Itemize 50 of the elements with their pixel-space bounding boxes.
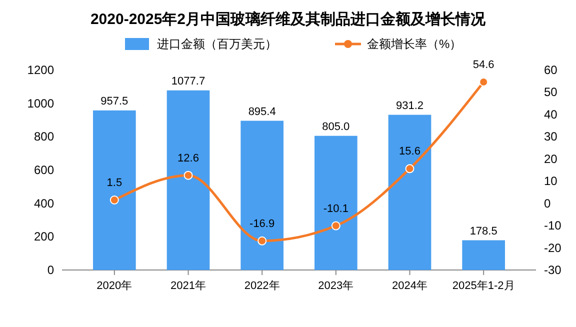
- y-tick-label: 1200: [27, 63, 54, 77]
- x-tick-label: 2020年: [96, 280, 132, 292]
- point: [258, 236, 267, 246]
- legend-label: 金额增长率（%）: [367, 37, 462, 51]
- point: [184, 170, 193, 180]
- data-label: 931.2: [396, 100, 424, 112]
- x-tick-label: 2023年: [318, 280, 354, 292]
- data-label: 1.5: [106, 177, 122, 189]
- y2-tick-label: -20: [544, 240, 562, 255]
- x-tick-label: 2024年: [392, 280, 428, 292]
- y2-tick-label: 0: [544, 196, 551, 210]
- bar: [240, 120, 284, 270]
- x-tick-label: 2022年: [244, 280, 280, 292]
- data-label: 1077.7: [171, 75, 206, 88]
- point: [405, 164, 414, 174]
- y2-tick-label: -30: [544, 263, 562, 277]
- point: [479, 78, 488, 86]
- data-label: 805.0: [322, 120, 350, 133]
- bar: [93, 110, 136, 270]
- x-tick-label: 2025年1-2月: [452, 280, 515, 292]
- data-label: -16.9: [250, 218, 275, 230]
- y2-tick-label: 20: [544, 152, 558, 166]
- data-label: 957.5: [100, 95, 128, 108]
- data-label: 12.6: [178, 152, 199, 164]
- data-label: 54.6: [472, 59, 494, 71]
- y-tick-label: 1000: [27, 96, 54, 110]
- y-tick-label: 600: [34, 163, 54, 177]
- y2-tick-label: 50: [544, 85, 558, 100]
- point: [331, 221, 340, 230]
- y-tick-label: 200: [34, 230, 54, 244]
- y2-tick-label: -10: [544, 218, 562, 233]
- bar: [388, 114, 432, 270]
- x-tick-label: 2021年: [170, 280, 206, 292]
- y-tick-label: 0: [47, 263, 54, 277]
- y2-tick-label: 60: [544, 63, 558, 77]
- y-tick-label: 800: [34, 130, 54, 144]
- y2-tick-label: 10: [544, 174, 558, 188]
- bar: [166, 90, 210, 270]
- data-label: 895.4: [248, 106, 276, 118]
- y2-tick-label: 40: [544, 107, 558, 122]
- point: [110, 196, 119, 204]
- chart-title: 2020-2025年2月中国玻璃纤维及其制品进口金额及增长情况: [90, 10, 487, 28]
- y-tick-label: 400: [34, 196, 54, 210]
- legend-label: 进口金额（百万美元）: [157, 37, 277, 51]
- bar: [314, 136, 358, 270]
- data-label: 178.5: [470, 225, 498, 238]
- bar: [462, 240, 505, 270]
- data-label: 15.6: [399, 146, 420, 158]
- y2-tick-label: 30: [544, 130, 558, 144]
- data-label: -10.1: [323, 202, 348, 215]
